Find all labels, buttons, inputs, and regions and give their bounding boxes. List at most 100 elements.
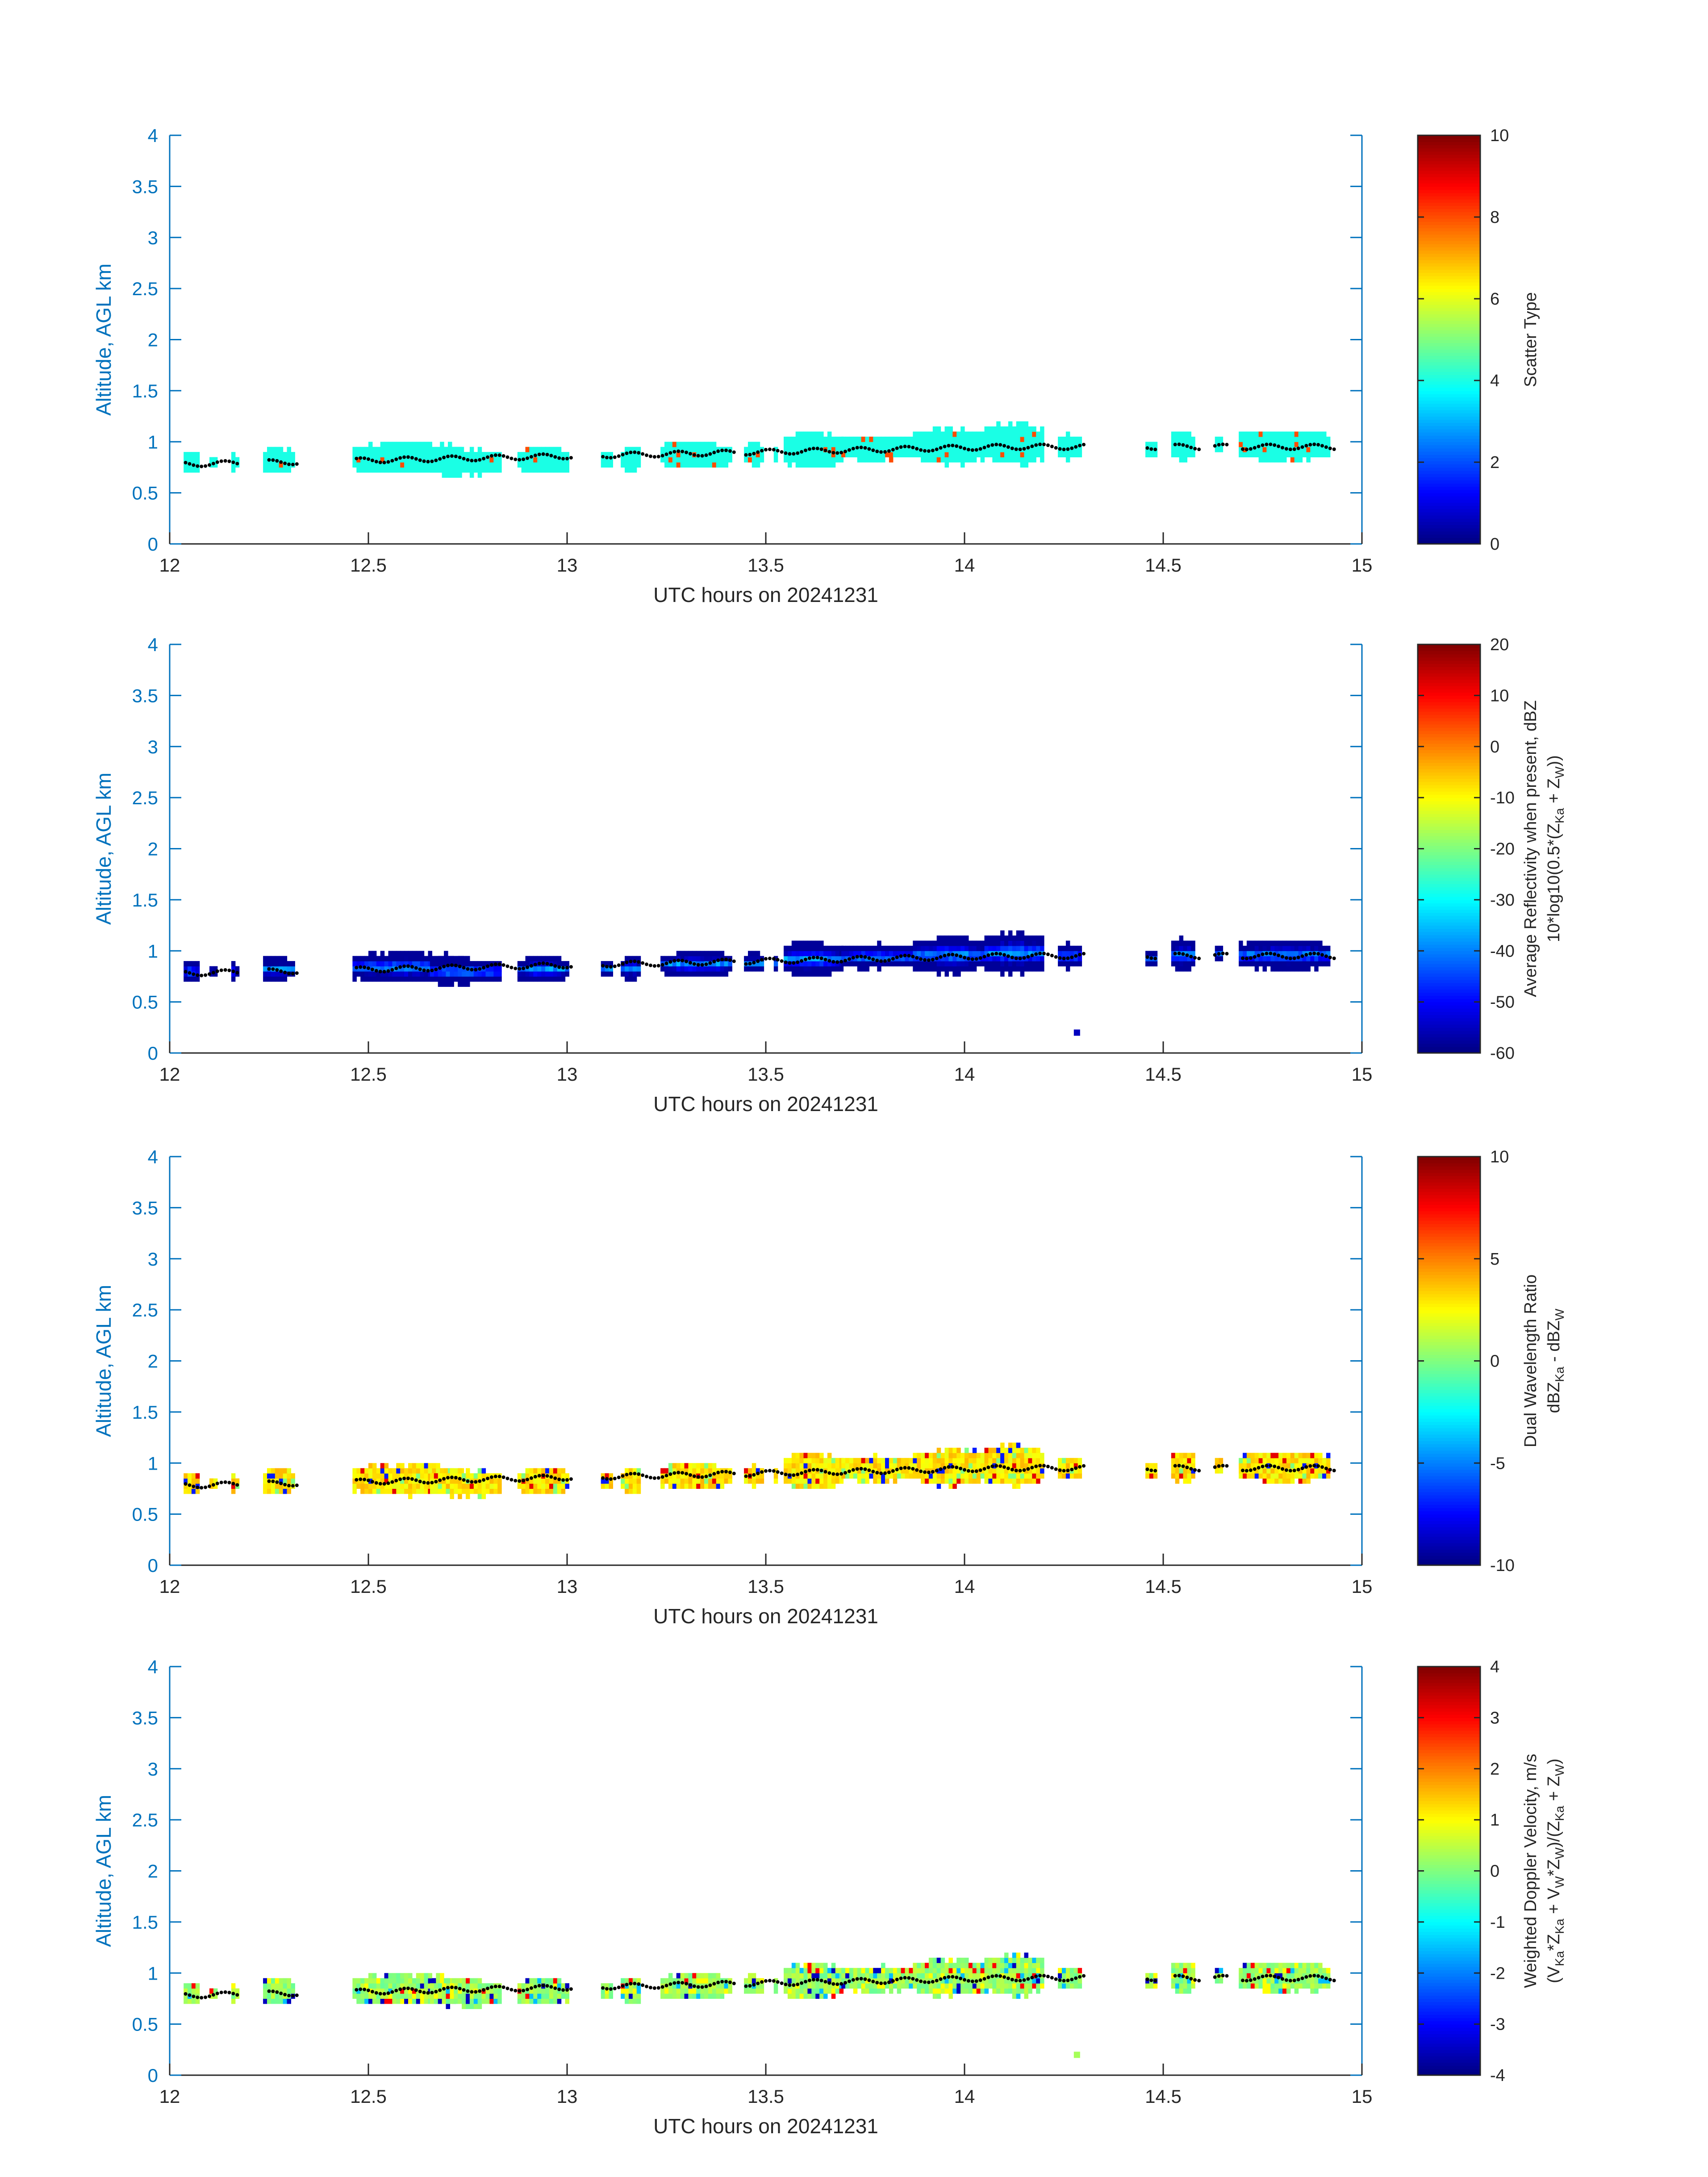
- heatmap-cell: [529, 1468, 534, 1474]
- heatmap-cell: [364, 1488, 369, 1494]
- cloud-base-dot: [1244, 447, 1249, 451]
- heatmap-cell: [1294, 436, 1299, 442]
- heatmap-cell: [865, 452, 869, 458]
- colorbar-swatch: [1418, 279, 1480, 283]
- heatmap-cell: [529, 1993, 534, 1999]
- colorbar-tick-label: 0: [1490, 1352, 1499, 1371]
- cloud-base-dot: [927, 958, 931, 962]
- heatmap-cell: [960, 442, 965, 447]
- heatmap-cell: [1016, 930, 1021, 936]
- heatmap-cell: [940, 1478, 945, 1484]
- heatmap-cell: [1326, 1468, 1331, 1474]
- cloud-base-dot: [625, 961, 629, 965]
- heatmap-cell: [1310, 1473, 1315, 1479]
- heatmap-cell: [287, 1488, 291, 1494]
- cloud-base-dot: [692, 1474, 696, 1478]
- colorbar-swatch: [1418, 951, 1480, 955]
- heatmap-cell: [430, 971, 434, 977]
- heatmap-cell: [609, 457, 613, 463]
- heatmap-cell: [287, 1478, 291, 1484]
- heatmap-cell: [376, 956, 381, 961]
- heatmap-cell: [380, 1993, 385, 1999]
- colorbar-swatch: [1418, 295, 1480, 299]
- heatmap-cell: [352, 457, 357, 463]
- heatmap-cell: [1250, 951, 1255, 957]
- cloud-base-dot: [359, 965, 363, 969]
- heatmap-cell: [700, 1468, 705, 1474]
- heatmap-cell: [1020, 956, 1025, 961]
- cloud-base-dots: [184, 952, 1336, 978]
- heatmap-cell: [434, 1983, 438, 1989]
- heatmap-cell: [861, 1468, 866, 1474]
- cloud-base-dot: [565, 1478, 569, 1482]
- colorbar-swatch: [1418, 1536, 1480, 1540]
- cloud-base-dot: [223, 1480, 227, 1484]
- heatmap-cell: [897, 442, 902, 447]
- cloud-base-dot: [1062, 447, 1066, 451]
- heatmap-cell: [195, 457, 200, 463]
- cloud-base-dot: [732, 450, 736, 454]
- heatmap-cell: [925, 961, 929, 967]
- heatmap-cell: [1318, 940, 1323, 946]
- heatmap-cell: [1246, 1458, 1251, 1463]
- heatmap-cell: [1266, 940, 1271, 946]
- cloud-base-dot: [951, 443, 955, 447]
- heatmap-cell: [450, 1988, 454, 1994]
- heatmap-cell: [972, 1453, 977, 1458]
- heatmap-cell: [412, 956, 417, 961]
- heatmap-cell: [668, 961, 673, 967]
- heatmap-cell: [191, 1478, 196, 1484]
- heatmap-cell: [1004, 1447, 1009, 1453]
- heatmap-cell: [1004, 442, 1009, 447]
- heatmap-cell: [489, 966, 494, 972]
- heatmap-cell: [901, 961, 906, 967]
- heatmap-cell: [267, 447, 271, 452]
- colorbar-swatch: [1418, 801, 1480, 805]
- heatmap-cell: [477, 1983, 482, 1989]
- cloud-base-dot: [235, 462, 239, 466]
- cloud-base-dot: [291, 1484, 295, 1488]
- heatmap-cell: [787, 966, 792, 972]
- heatmap-cell: [1326, 1463, 1331, 1469]
- heatmap-cell: [372, 1473, 377, 1479]
- colorbar-swatch: [1418, 1415, 1480, 1419]
- heatmap-cell: [628, 447, 633, 452]
- heatmap-cell: [1179, 966, 1184, 972]
- heatmap-cell: [537, 971, 542, 977]
- heatmap-cell: [440, 1978, 444, 1984]
- heatmap-cell: [1036, 1468, 1040, 1474]
- colorbar-swatch: [1418, 1402, 1480, 1406]
- cloud-base-dot: [414, 457, 418, 461]
- heatmap-cell: [1270, 1468, 1275, 1474]
- heatmap-cell: [384, 956, 389, 961]
- colorbar-swatch: [1418, 1389, 1480, 1393]
- heatmap-cell: [557, 1488, 562, 1494]
- heatmap-cell: [1032, 1458, 1036, 1463]
- heatmap-cell: [380, 447, 385, 452]
- cloud-base-dot: [1010, 447, 1014, 450]
- heatmap-cell: [420, 961, 425, 967]
- cloud-base-dot: [724, 448, 728, 452]
- colorbar-swatch: [1418, 272, 1480, 276]
- cloud-base-dot: [720, 448, 724, 452]
- heatmap-cell: [1191, 940, 1195, 946]
- colorbar-swatch: [1418, 727, 1480, 731]
- heatmap-cell: [454, 976, 458, 982]
- heatmap-cell: [493, 976, 498, 982]
- cloud-base-dot: [1181, 443, 1185, 447]
- heatmap-cell: [279, 457, 284, 463]
- heatmap-cell: [1016, 961, 1021, 967]
- heatmap-cell: [1243, 945, 1247, 951]
- heatmap-cell: [446, 457, 450, 463]
- heatmap-cell: [1062, 442, 1066, 447]
- heatmap-cell: [676, 1478, 681, 1484]
- heatmap-cell: [807, 966, 812, 972]
- colorbar-swatch: [1418, 1243, 1480, 1246]
- heatmap-cell: [1270, 945, 1275, 951]
- heatmap-cell: [400, 961, 405, 967]
- heatmap-cell: [1040, 457, 1044, 463]
- heatmap-cell: [493, 966, 498, 972]
- heatmap-cell: [1065, 452, 1070, 458]
- heatmap-cell: [921, 1473, 925, 1479]
- cloud-base-dot: [367, 966, 370, 970]
